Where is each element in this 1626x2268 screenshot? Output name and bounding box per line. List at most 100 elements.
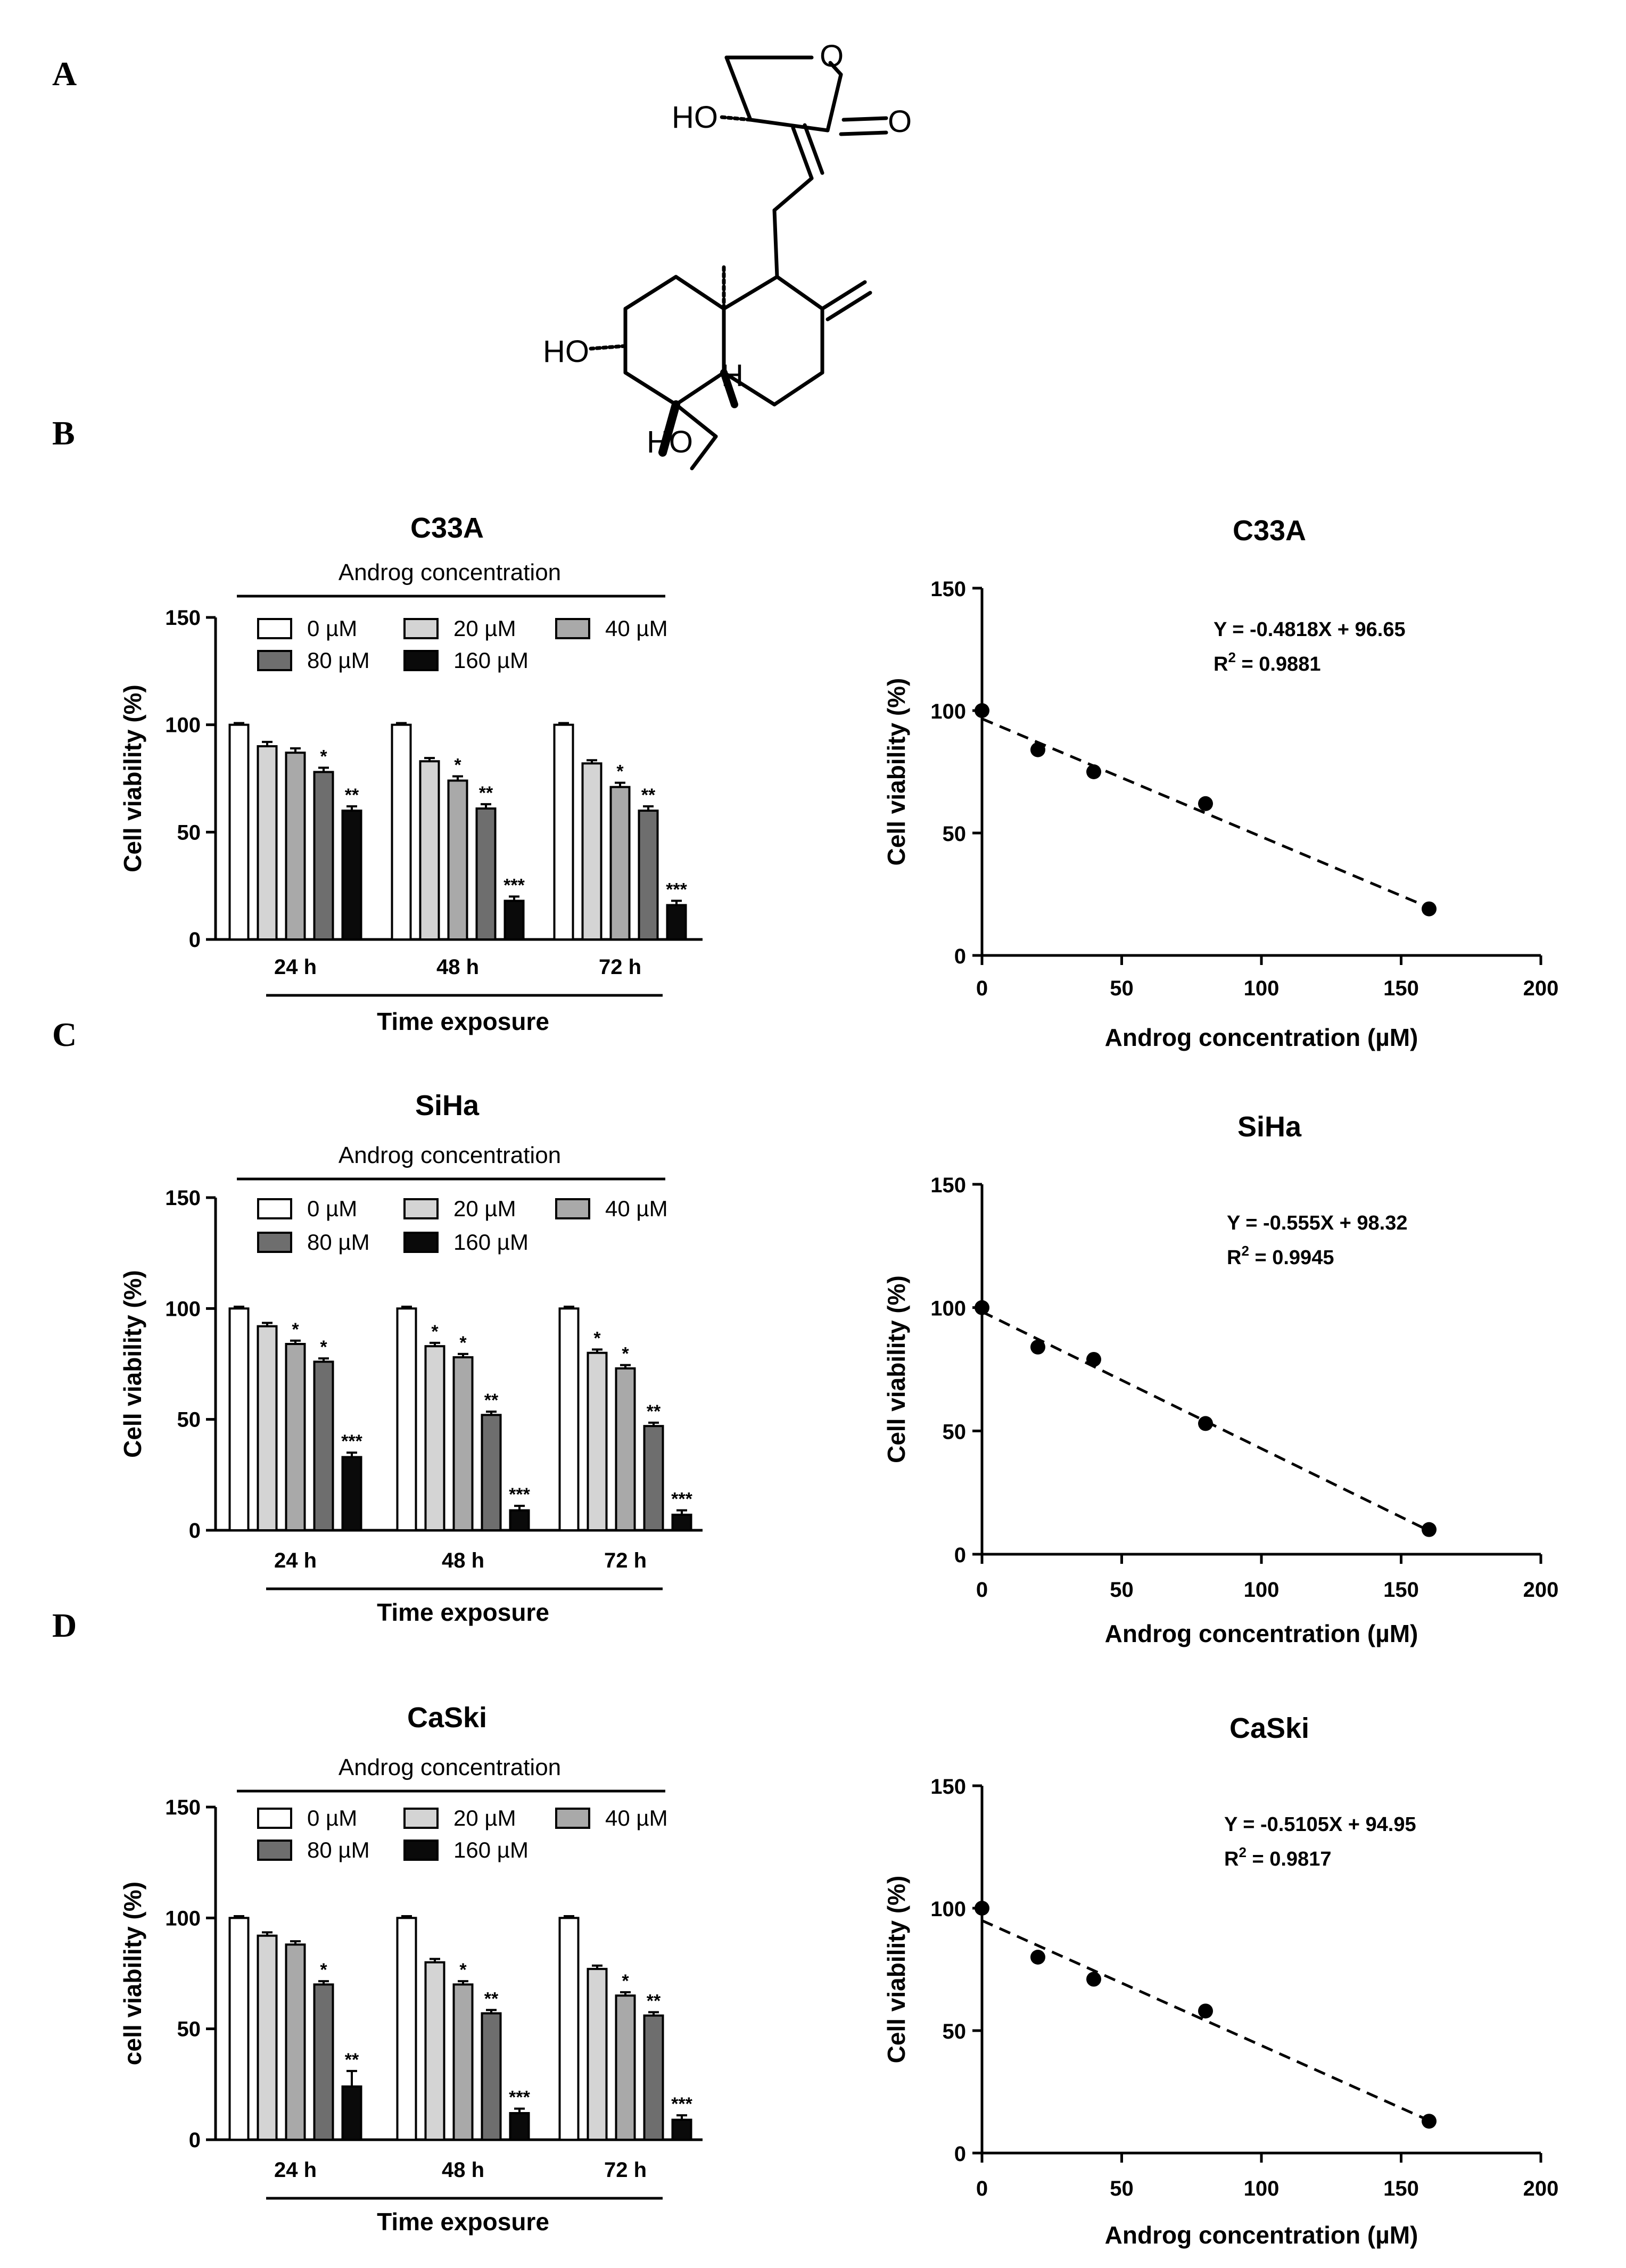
chart-title: SiHa (415, 1090, 480, 1121)
panel-letter-b: B (52, 414, 75, 452)
x-tick-label: 100 (1244, 977, 1280, 1000)
x-tick-label: 200 (1523, 1578, 1559, 1602)
bond (791, 126, 814, 180)
y-tick-label: 100 (165, 1907, 201, 1930)
y-axis-label: cell viability (%) (119, 1882, 146, 2065)
scatter-chart-c33a: C33A 0 50 100 150 0 50 100 150 200 Cell viability … (882, 515, 1558, 1051)
data-point (1422, 901, 1437, 917)
bond (772, 176, 814, 212)
x-tick-label: 24 h (274, 1549, 317, 1572)
bar (558, 1307, 580, 1531)
bar (228, 1307, 250, 1531)
legend-label: 80 µM (307, 1837, 370, 1862)
bar (419, 760, 440, 941)
panel-letter-c: C (52, 1016, 77, 1053)
significance-marker: * (431, 1322, 439, 1342)
significance-marker: * (292, 1319, 299, 1340)
panel-letter-d: D (52, 1606, 77, 1644)
bar (638, 810, 659, 941)
bar (481, 2012, 502, 2141)
significance-marker: ** (484, 1989, 499, 2009)
y-tick-label: 150 (930, 578, 966, 601)
x-tick-label: 150 (1383, 1578, 1419, 1602)
data-point (1198, 796, 1213, 811)
bar (313, 1983, 334, 2141)
data-point (1030, 1950, 1045, 1965)
significance-marker: * (320, 1337, 327, 1357)
legend-swatch (257, 618, 292, 639)
legend-swatch (403, 1808, 439, 1829)
y-tick-label: 150 (930, 1174, 966, 1197)
data-point (1086, 1972, 1101, 1987)
y-tick-label: 50 (943, 822, 967, 846)
bond (820, 280, 867, 311)
legend-swatch (555, 1198, 590, 1219)
significance-marker: * (622, 1344, 629, 1364)
bar (285, 1343, 306, 1531)
bond (719, 115, 753, 122)
bond (623, 370, 678, 407)
bond (748, 118, 830, 133)
atom-label-o-ring: O (820, 39, 844, 73)
bar (313, 771, 334, 941)
bar (587, 1351, 608, 1532)
y-tick-label: 0 (954, 945, 966, 968)
y-tick-label: 50 (177, 1408, 201, 1432)
regression-equation: Y = -0.555X + 98.32 (1227, 1212, 1407, 1234)
bond (839, 130, 888, 136)
x-tick-label: 0 (976, 2177, 988, 2200)
y-tick-label: 0 (189, 1519, 201, 1543)
legend-swatch (257, 1198, 292, 1219)
r-squared-symbol: R (1214, 653, 1228, 675)
y-tick-label: 100 (930, 700, 966, 723)
data-point (1422, 1522, 1437, 1537)
regression-line (981, 717, 1430, 909)
y-tick-label: 50 (943, 2020, 967, 2043)
r-squared-value: = 0.9817 (1247, 1848, 1332, 1870)
significance-marker: * (616, 762, 624, 782)
bar-chart-c33a: C33A Androg concentration 0 50 100 150 Cell vi… (119, 512, 703, 1035)
bar (666, 904, 687, 941)
bar (228, 723, 250, 941)
x-axis-label: Androg concentration (µM) (1105, 1024, 1418, 1051)
y-axis-label: Cell viability (%) (119, 684, 146, 872)
x-tick-label: 72 h (604, 2158, 647, 2182)
x-axis-label: Androg concentration (µM) (1105, 1620, 1418, 1647)
bond (828, 61, 843, 77)
significance-marker: *** (341, 1431, 362, 1451)
legend-heading: Androg concentration (339, 1142, 561, 1168)
y-tick-label: 0 (954, 2142, 966, 2166)
y-tick-label: 100 (165, 1297, 201, 1321)
significance-marker: ** (647, 1401, 661, 1422)
bar (447, 779, 468, 941)
x-axis-label: Time exposure (377, 1008, 549, 1035)
legend-label: 0 µM (307, 1805, 357, 1830)
bar (396, 1917, 417, 2141)
bar (671, 2118, 692, 2141)
x-tick-label: 50 (1110, 1578, 1134, 1602)
bar (341, 810, 362, 941)
data-point (1030, 1339, 1045, 1355)
bar (581, 762, 602, 941)
significance-marker: *** (666, 879, 687, 900)
y-tick-label: 150 (165, 1796, 201, 1819)
bond (724, 55, 753, 122)
x-tick-label: 100 (1244, 1578, 1280, 1602)
regression-equation: Y = -0.4818X + 96.65 (1214, 618, 1406, 641)
bar (504, 900, 525, 941)
bar (643, 2014, 664, 2141)
bond (722, 275, 779, 311)
chart-title: SiHa (1237, 1111, 1302, 1143)
legend-swatch (555, 618, 590, 639)
bar (257, 1325, 278, 1532)
legend-label: 40 µM (605, 1196, 668, 1221)
legend-swatch (403, 618, 439, 639)
data-point (975, 703, 989, 718)
significance-marker: ** (647, 1991, 661, 2011)
bar (509, 2112, 530, 2141)
y-tick-label: 0 (189, 928, 201, 952)
chart-title: C33A (410, 512, 484, 544)
bar (452, 1983, 474, 2141)
regression-line (981, 1919, 1430, 2122)
bar (553, 723, 574, 941)
